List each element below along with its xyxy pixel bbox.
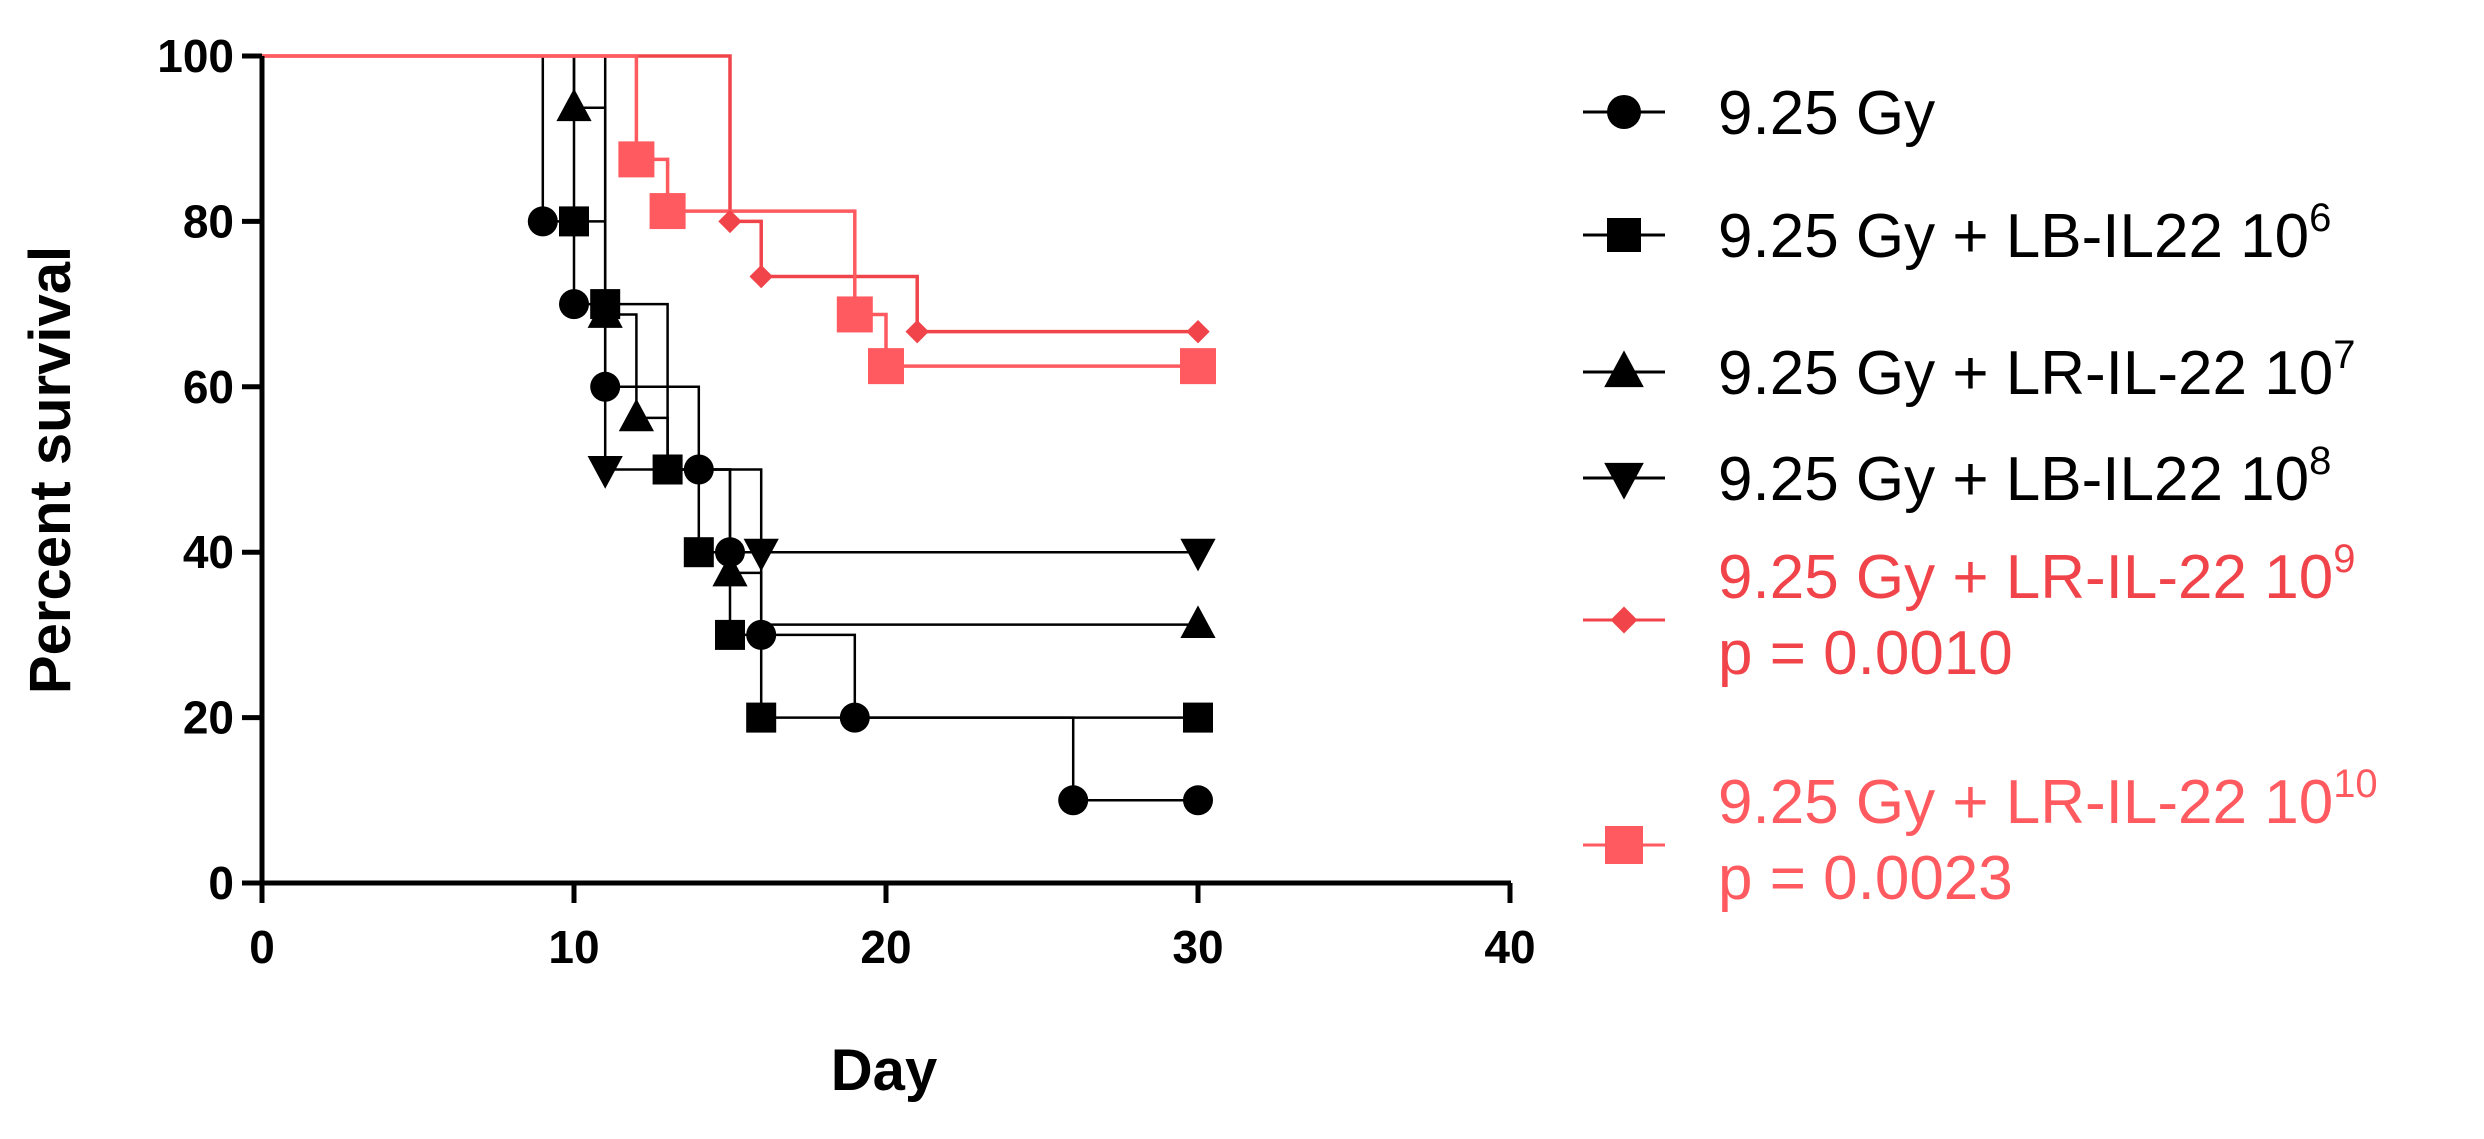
legend-marker-3 xyxy=(1604,350,1644,388)
series-3-point xyxy=(618,398,654,432)
series-1-point xyxy=(746,619,777,650)
series-6-point xyxy=(836,296,873,333)
legend-label-6: 9.25 Gy + LR-IL-22 1010 xyxy=(1718,762,2378,837)
y-axis-title: Percent survival xyxy=(18,246,83,694)
legend-marker-5 xyxy=(1610,606,1638,634)
ticks: 0 10 20 30 40 0 20 40 60 80 100 xyxy=(157,30,1535,973)
series-6-point xyxy=(618,141,655,178)
series-5-point xyxy=(718,209,742,234)
series-1-point xyxy=(559,289,589,320)
series-4-point xyxy=(743,538,779,572)
y-tick-label: 100 xyxy=(157,30,234,82)
series-2-point xyxy=(746,702,777,733)
series-1-point xyxy=(590,371,621,402)
series-1-point xyxy=(527,206,558,237)
legend-marker-4 xyxy=(1604,462,1644,500)
series-4-point xyxy=(1180,538,1216,572)
series-6-point xyxy=(868,348,904,385)
legend-label-sup: 8 xyxy=(2309,439,2331,483)
legend-label-main: 9.25 Gy + LB-IL22 10 xyxy=(1718,445,2309,514)
plot-markers xyxy=(527,88,1216,816)
legend-marker-6 xyxy=(1605,826,1643,864)
series-3-point xyxy=(1180,605,1216,639)
series-2-point xyxy=(652,454,683,485)
legend-label-sup: 7 xyxy=(2333,333,2355,377)
series-2-point xyxy=(559,206,589,237)
series-3-point xyxy=(712,553,748,587)
legend-label-3: 9.25 Gy + LR-IL-22 107 xyxy=(1718,333,2355,408)
legend-label-1: 9.25 Gy xyxy=(1718,79,1935,148)
series-1-point xyxy=(839,702,870,733)
legend-pvalue-5: p = 0.0010 xyxy=(1718,619,2013,688)
series-6-point xyxy=(1180,348,1216,385)
legend-label-4: 9.25 Gy + LB-IL22 108 xyxy=(1718,439,2331,514)
legend-marker-1 xyxy=(1607,95,1641,129)
legend-label-main: 9.25 Gy + LB-IL22 10 xyxy=(1718,202,2309,271)
y-tick-label: 60 xyxy=(183,361,234,413)
x-tick-label: 40 xyxy=(1484,921,1535,973)
series-4-point xyxy=(587,456,623,489)
legend-label-2: 9.25 Gy + LB-IL22 106 xyxy=(1718,196,2331,271)
legend-label-5: 9.25 Gy + LR-IL-22 109 xyxy=(1718,537,2355,612)
series-6-point xyxy=(649,193,686,230)
y-tick-label: 20 xyxy=(183,692,234,744)
series-1-point xyxy=(1183,785,1213,816)
x-tick-label: 10 xyxy=(548,921,599,973)
y-tick-label: 80 xyxy=(183,195,234,247)
series-3-point xyxy=(587,295,623,328)
series-2-point xyxy=(715,619,745,650)
y-tick-label: 40 xyxy=(183,526,234,578)
series-1-point xyxy=(1058,785,1089,816)
series-5-point xyxy=(1186,319,1210,344)
legend-label-sup: 6 xyxy=(2309,196,2331,240)
axes xyxy=(259,56,1511,886)
series-line-6 xyxy=(262,54,1198,368)
plot-lines xyxy=(262,54,1198,802)
y-tick-label: 0 xyxy=(208,857,234,909)
series-1-point xyxy=(715,537,745,568)
x-axis-title: Day xyxy=(831,1038,937,1103)
legend-label-sup: 9 xyxy=(2333,537,2355,581)
series-line-5 xyxy=(262,54,1198,334)
legend-label-main: 9.25 Gy + LR-IL-22 10 xyxy=(1718,543,2333,612)
legend-marker-2 xyxy=(1607,218,1641,252)
x-tick-label: 30 xyxy=(1172,921,1223,973)
series-1-point xyxy=(683,454,714,485)
legend-label-main: 9.25 Gy + LR-IL-22 10 xyxy=(1718,768,2333,837)
series-5-point xyxy=(749,264,773,289)
series-5-point xyxy=(905,319,929,344)
x-tick-label: 0 xyxy=(249,921,275,973)
series-3-point xyxy=(556,88,592,122)
legend-pvalue-6: p = 0.0023 xyxy=(1718,844,2013,913)
legend-label-main: 9.25 Gy + LR-IL-22 10 xyxy=(1718,339,2333,408)
series-2-point xyxy=(683,537,714,568)
x-tick-label: 20 xyxy=(860,921,911,973)
legend-label-main: 9.25 Gy xyxy=(1718,79,1935,148)
legend-label-sup: 10 xyxy=(2333,762,2378,806)
series-2-point xyxy=(1183,702,1213,733)
